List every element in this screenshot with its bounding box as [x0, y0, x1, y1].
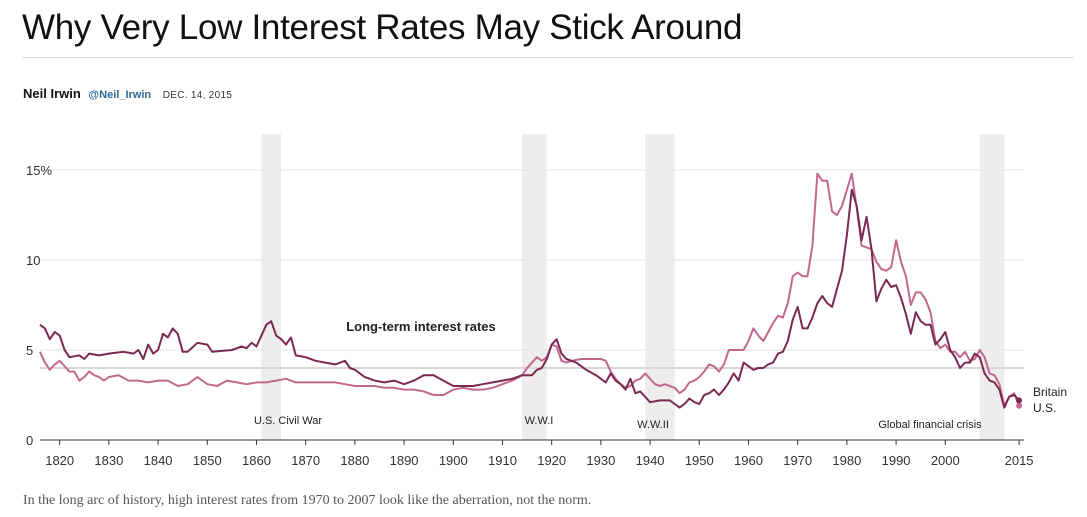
x-tick-label-5: 1870: [291, 453, 320, 468]
x-tick-label-19: 2015: [1005, 453, 1034, 468]
series-line-us: [39, 188, 1020, 409]
x-tick-label-4: 1860: [242, 453, 271, 468]
author-name[interactable]: Neil Irwin: [23, 86, 81, 101]
shaded-period-label-3: Global financial crisis: [878, 419, 982, 431]
y-tick-label-3: 15%: [26, 163, 52, 178]
shaded-period-2: [645, 134, 675, 440]
author-handle[interactable]: @Neil_Irwin: [88, 89, 152, 101]
x-tick-label-14: 1960: [734, 453, 763, 468]
x-tick-label-3: 1850: [193, 453, 222, 468]
x-tick-label-16: 1980: [832, 453, 861, 468]
x-tick-label-8: 1900: [439, 453, 468, 468]
x-tick-label-12: 1940: [636, 453, 665, 468]
x-tick-label-2: 1840: [144, 453, 173, 468]
series-end-point-us: [1016, 397, 1023, 404]
header-rule: [22, 57, 1074, 58]
x-tick-label-0: 1820: [45, 453, 74, 468]
series-label-us: U.S.: [1033, 401, 1056, 415]
series-label-britain: Britain: [1033, 385, 1067, 399]
headline: Why Very Low Interest Rates May Stick Ar…: [22, 8, 743, 47]
series-lines: [39, 172, 1023, 409]
shaded-period-0: [261, 134, 282, 440]
x-axis: 1820 1830 1840 1850 1860 1870 1880 1890 1900 1910…: [40, 439, 1034, 468]
shaded-period-label-1: W.W.I: [525, 415, 554, 427]
series-line-britain: [39, 172, 1021, 407]
y-axis: 0 5 10 15%: [26, 163, 52, 448]
shaded-period-label-2: W.W.II: [637, 419, 669, 431]
gridlines: [40, 169, 1024, 351]
chart-title: Long-term interest rates: [346, 319, 496, 334]
shaded-period-labels: U.S. Civil War W.W.I W.W.II Global financia…: [254, 415, 982, 431]
series-end-point-britain: [1016, 402, 1023, 409]
x-tick-label-15: 1970: [783, 453, 812, 468]
x-tick-label-18: 2000: [931, 453, 960, 468]
interest-rate-chart: U.S. Civil War W.W.I W.W.II Global financia…: [26, 134, 1067, 468]
shaded-period-1: [522, 134, 547, 440]
publish-date: DEC. 14, 2015: [162, 90, 233, 101]
shaded-periods: [261, 134, 1005, 440]
x-tick-label-9: 1910: [488, 453, 517, 468]
shaded-period-label-0: U.S. Civil War: [254, 415, 322, 427]
chart-caption: In the long arc of history, high interes…: [23, 493, 592, 508]
y-tick-label-2: 10: [26, 253, 40, 268]
x-tick-label-17: 1990: [882, 453, 911, 468]
x-tick-label-11: 1930: [586, 453, 615, 468]
y-tick-label-1: 5: [26, 343, 33, 358]
x-tick-label-13: 1950: [685, 453, 714, 468]
x-tick-label-7: 1890: [390, 453, 419, 468]
x-tick-label-1: 1830: [94, 453, 123, 468]
x-tick-label-6: 1880: [340, 453, 369, 468]
x-tick-label-10: 1920: [537, 453, 566, 468]
y-tick-label-0: 0: [26, 433, 33, 448]
series-labels: U.S. Britain: [1033, 385, 1067, 415]
byline: Neil Irwin @Neil_Irwin DEC. 14, 2015: [23, 86, 232, 101]
